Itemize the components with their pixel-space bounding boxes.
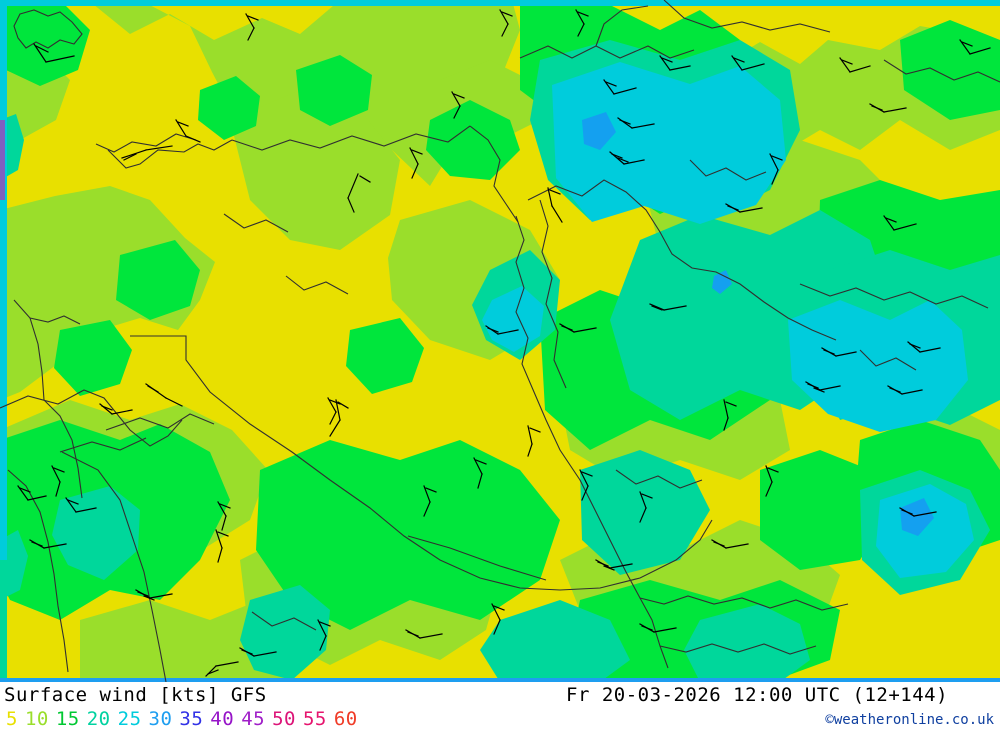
wind-barb (639, 491, 653, 523)
legend-value-25: 25 (117, 708, 142, 730)
legend-value-30: 30 (148, 708, 173, 730)
wind-barb (659, 55, 691, 71)
wind-barb (575, 9, 589, 37)
legend-value-50: 50 (272, 708, 296, 730)
wind-barb (499, 9, 513, 37)
wind-barb (327, 397, 341, 425)
wind-barb (547, 187, 563, 223)
wind-barb (769, 153, 783, 185)
wind-barb (765, 465, 779, 497)
wind-barb (869, 103, 907, 113)
legend-value-45: 45 (241, 708, 266, 730)
wind-barb (51, 465, 65, 497)
wind-barb (731, 55, 765, 71)
wind-barbs (17, 9, 991, 677)
wind-barb (239, 647, 277, 657)
wind-barb (805, 381, 841, 393)
wind-barb (649, 303, 687, 311)
wind-barb (579, 469, 593, 501)
legend-value-40: 40 (210, 708, 235, 730)
copyright-label: ©weatheronline.co.uk (825, 712, 994, 728)
wind-barb (347, 173, 371, 213)
wind-barb (121, 145, 173, 161)
country-borders (0, 0, 1000, 682)
wind-barb (317, 619, 331, 651)
wind-barb (215, 529, 229, 563)
legend-value-35: 35 (179, 708, 204, 730)
wind-barb (17, 485, 47, 501)
wind-barb (595, 559, 633, 571)
legend-value-55: 55 (302, 708, 327, 730)
wind-barb (723, 399, 737, 431)
legend-value-60: 60 (333, 708, 358, 730)
wind-barb (887, 385, 923, 395)
wind-barb (145, 383, 183, 407)
surface-wind-contour-map[interactable] (0, 0, 1000, 682)
wind-barb (405, 629, 443, 639)
wind-barb (473, 457, 487, 489)
wind-barb (725, 203, 763, 213)
wind-barb (559, 323, 597, 333)
map-panel[interactable] (0, 0, 1000, 682)
wind-barb (839, 57, 871, 73)
wind-barb (485, 325, 519, 335)
water-edge-strip (0, 0, 1000, 682)
wind-barb (329, 399, 349, 437)
map-footer: Surface wind [kts] GFS Fr 20-03-2026 12:… (0, 682, 1000, 733)
forecast-datetime: Fr 20-03-2026 12:00 UTC (12+144) (566, 684, 949, 706)
contour-band-25-30 (582, 112, 934, 536)
wind-barb (711, 539, 749, 549)
wind-barb (135, 589, 173, 601)
wind-barb (175, 119, 201, 143)
wind-barb (65, 497, 97, 513)
wind-barb (29, 539, 67, 549)
wind-barb (409, 147, 423, 179)
wind-barb (899, 507, 937, 517)
legend-value-5: 5 (6, 708, 18, 730)
wind-barb (217, 501, 231, 531)
wind-barb (99, 403, 133, 415)
wind-barb (245, 13, 259, 41)
wind-barb (617, 117, 655, 129)
legend-value-15: 15 (55, 708, 80, 730)
wind-barb (423, 485, 437, 517)
wind-barb (959, 39, 991, 55)
legend-value-20: 20 (86, 708, 111, 730)
wind-barb (883, 215, 917, 231)
wind-barb (451, 91, 465, 119)
legend-value-10: 10 (24, 708, 49, 730)
wind-barb (907, 341, 941, 353)
wind-barb (821, 347, 857, 357)
wind-barb (205, 661, 239, 677)
wind-barb (639, 623, 677, 633)
wind-barb (609, 151, 645, 165)
wind-barb (527, 425, 541, 457)
wind-speed-legend: 5 10 15 20 25 30 35 40 45 50 55 60 (6, 708, 358, 730)
map-title: Surface wind [kts] GFS (4, 684, 267, 706)
wind-barb (603, 79, 637, 95)
wind-barb (33, 43, 75, 63)
wind-barb (491, 603, 505, 635)
